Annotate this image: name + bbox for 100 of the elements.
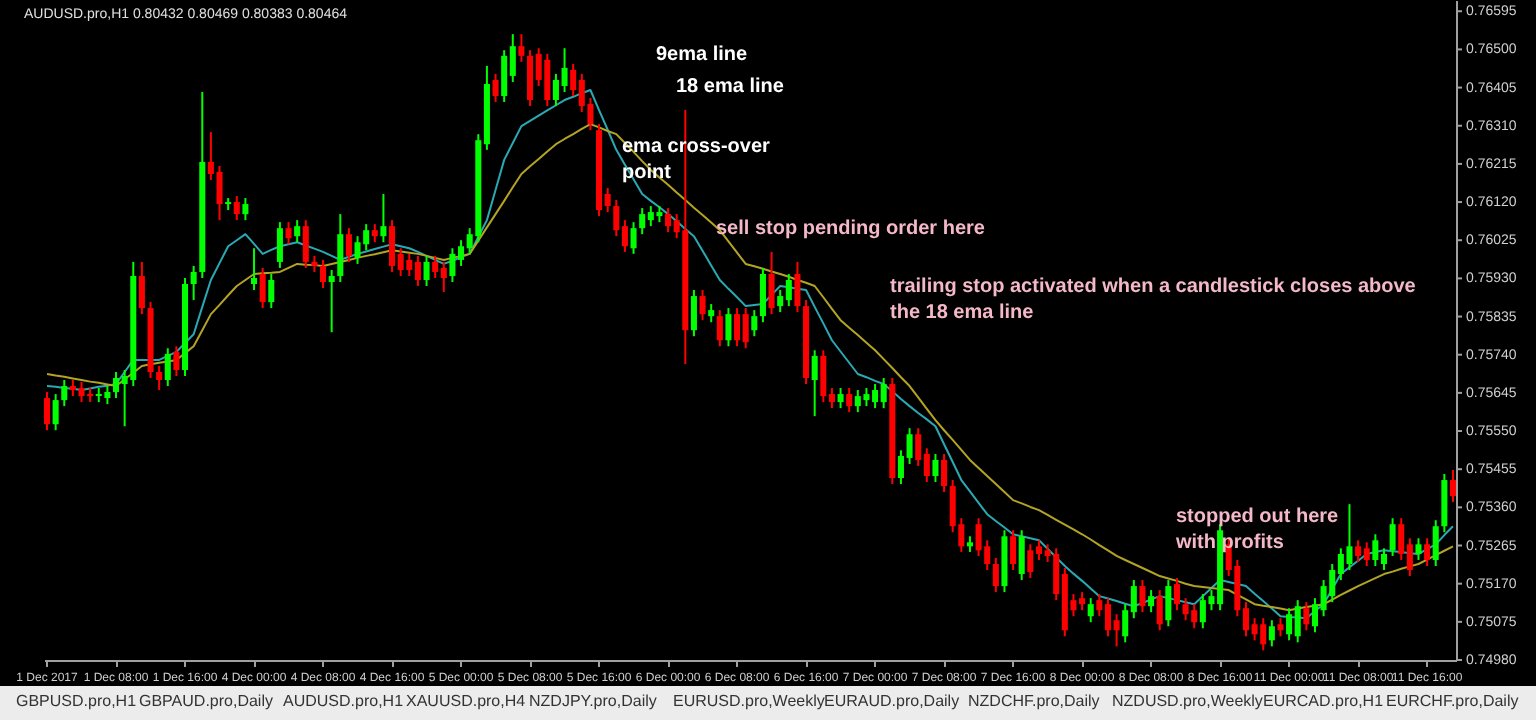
- candlestick: [320, 258, 327, 290]
- candlestick: [785, 272, 792, 308]
- candlestick: [1294, 599, 1301, 644]
- candlestick: [1182, 597, 1189, 622]
- annotation: sell stop pending order here: [716, 218, 986, 240]
- candlestick: [61, 379, 68, 408]
- annotation: trailing stop activated when a candlestick closes above the 18 ema line: [890, 276, 1417, 324]
- text: NZDUSD.pro,Weekly: [1112, 692, 1263, 710]
- candlestick: [1173, 577, 1180, 612]
- candlestick: [380, 193, 387, 244]
- candlestick: [251, 247, 258, 292]
- text: EURCAD.pro,H1: [1263, 692, 1385, 710]
- text: EURUSD.pro,Weekly: [673, 692, 825, 710]
- candlestick: [527, 49, 534, 108]
- candlestick: [389, 219, 396, 273]
- text: NZDCHF.pro,Daily: [968, 692, 1100, 710]
- candlestick: [880, 377, 887, 410]
- candlestick: [518, 33, 525, 63]
- candlestick: [1260, 617, 1267, 652]
- candlestick: [1372, 533, 1379, 567]
- candlestick: [1156, 589, 1163, 632]
- candlestick: [759, 266, 766, 324]
- candlestick: [78, 381, 85, 404]
- candlestick: [242, 197, 249, 222]
- candlestick: [432, 254, 439, 279]
- candlestick: [1165, 579, 1172, 628]
- candlestick: [1363, 541, 1370, 567]
- candlestick: [1010, 529, 1017, 572]
- candlestick: [1449, 468, 1456, 504]
- candlestick: [449, 247, 456, 283]
- text: GBPUSD.pro,H1: [16, 692, 138, 710]
- candlestick: [268, 272, 275, 310]
- candlestick: [138, 260, 145, 316]
- candlestick: [1303, 601, 1310, 632]
- candlestick: [613, 199, 620, 238]
- candlestick: [992, 556, 999, 594]
- candlestick: [1432, 519, 1439, 567]
- candlestick: [294, 219, 301, 244]
- candlestick: [647, 205, 654, 228]
- candlestick: [259, 266, 266, 310]
- candlestick: [854, 389, 861, 414]
- candlestick: [423, 254, 430, 288]
- candlestick: [337, 213, 344, 283]
- candlestick: [975, 517, 982, 557]
- candlestick: [690, 289, 697, 338]
- candlestick: [104, 385, 111, 406]
- candlestick: [285, 221, 292, 246]
- candlestick: [190, 264, 197, 302]
- candlestick: [570, 62, 577, 98]
- candlestick: [751, 309, 758, 338]
- annotation: 9ema line: [656, 44, 749, 66]
- text: AUDUSD.pro,H1: [283, 692, 405, 710]
- candlestick: [708, 303, 715, 324]
- candlestick: [501, 49, 508, 104]
- candlestick: [1286, 607, 1293, 642]
- candlestick: [1277, 617, 1284, 638]
- candlestick: [699, 289, 706, 322]
- candlestick: [354, 235, 361, 265]
- candlestick: [639, 207, 646, 236]
- candlestick: [156, 364, 163, 392]
- candlestick: [173, 345, 180, 377]
- candlestick: [837, 387, 844, 410]
- candlestick: [113, 370, 120, 400]
- candlestick: [561, 47, 568, 93]
- candlestick: [544, 52, 551, 108]
- candlestick: [665, 207, 672, 234]
- candlestick: [44, 391, 51, 432]
- text: XAUUSD.pro,H4: [406, 692, 527, 710]
- candlestick: [820, 349, 827, 404]
- candlestick: [742, 307, 749, 350]
- candlestick: [1199, 593, 1206, 630]
- candlestick: [630, 221, 637, 255]
- candlestick: [1346, 503, 1353, 572]
- candlestick: [725, 307, 732, 348]
- candlestick: [1329, 562, 1336, 604]
- candlestick: [52, 393, 59, 432]
- candlestick: [276, 221, 283, 269]
- candlestick: [1087, 597, 1094, 624]
- candlestick: [734, 307, 741, 348]
- candlestick: [716, 309, 723, 348]
- candlestick: [863, 387, 870, 408]
- text: EURCHF.pro,Daily: [1386, 692, 1519, 710]
- candlestick: [302, 219, 309, 269]
- text: GBPAUD.pro,Daily: [139, 692, 273, 710]
- candlestick: [1139, 579, 1146, 614]
- candlestick: [414, 254, 421, 288]
- candlestick: [1018, 529, 1025, 582]
- candlestick: [1380, 547, 1387, 572]
- candlestick: [406, 252, 413, 277]
- candlestick: [1355, 539, 1362, 563]
- candlestick: [1191, 603, 1198, 630]
- text: EURAUD.pro,Daily: [824, 692, 960, 710]
- candlestick: [371, 223, 378, 244]
- candlestick: [932, 452, 939, 484]
- candlestick: [164, 347, 171, 388]
- candlestick: [1148, 589, 1155, 614]
- candlestick: [492, 72, 499, 104]
- candlestick: [1027, 543, 1034, 580]
- candlestick: [1389, 517, 1396, 557]
- candlestick: [794, 260, 801, 314]
